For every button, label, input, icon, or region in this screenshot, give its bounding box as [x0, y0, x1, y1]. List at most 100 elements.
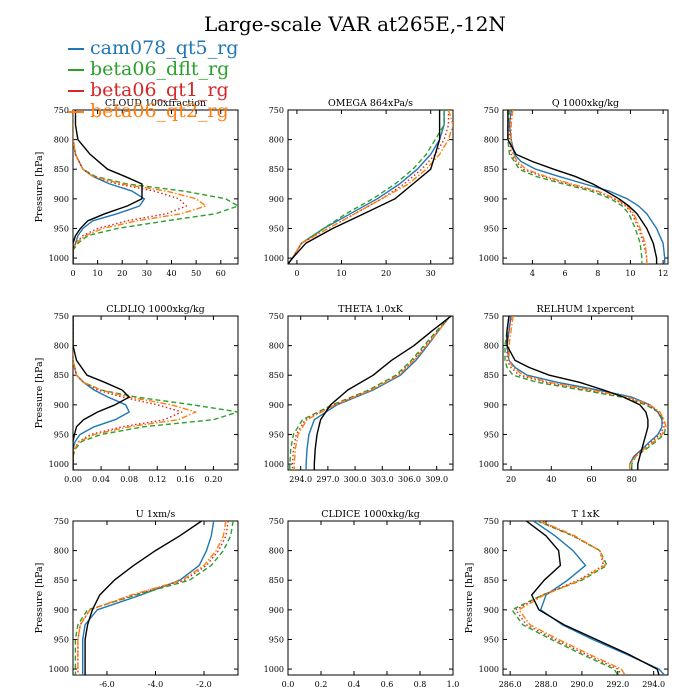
y-tick-label: 850 [484, 371, 499, 380]
x-tick-label: 0.4 [348, 680, 361, 689]
x-tick-label: 290.0 [570, 680, 593, 689]
y-axis-label: Pressure [hPa] [34, 563, 45, 634]
plot-frame [287, 109, 454, 265]
legend-swatch-icon [68, 68, 84, 71]
y-tick-label: 750 [54, 106, 69, 115]
x-tick-label: 0.0 [282, 680, 295, 689]
panel-title: CLDICE 1000xkg/kg [321, 509, 420, 520]
series-line [73, 316, 238, 470]
plot-frame [287, 315, 454, 471]
panel-title: Q 1000xkg/kg [552, 98, 619, 109]
plot-frame [502, 520, 669, 676]
x-tick-label: 20 [381, 269, 391, 278]
y-tick-label: 900 [54, 401, 69, 410]
legend-item-beta06-dflt: beta06_dflt_rg [68, 59, 238, 80]
y-tick-label: 1000 [479, 254, 499, 263]
panel-title: U 1xm/s [136, 509, 176, 520]
y-tick-label: 1000 [49, 665, 69, 674]
legend-item-beta06-qt2: beta06_qt2_rg [68, 101, 238, 122]
x-tick-label: 309.0 [425, 475, 448, 484]
legend-label: beta06_dflt_rg [90, 58, 230, 80]
y-tick-label: 950 [269, 224, 284, 233]
y-tick-label: 750 [54, 312, 69, 321]
y-tick-label: 750 [269, 106, 284, 115]
y-axis-label: Pressure [hPa] [34, 358, 45, 429]
x-tick-label: 292.0 [606, 680, 629, 689]
chart-panel: U 1xm/s 750 800 850 900 950 1000 -6.0 -4.0 -2.0 Pr… [34, 509, 239, 689]
series-line [506, 316, 665, 470]
series-line [73, 316, 130, 470]
x-tick-label: 0 [294, 269, 299, 278]
x-tick-label: 20 [117, 269, 127, 278]
panel-title: OMEGA 864xPa/s [328, 98, 413, 109]
plot-frame [287, 520, 454, 676]
y-tick-label: 800 [484, 342, 499, 351]
series-line [508, 316, 667, 470]
series-line [293, 316, 451, 470]
x-tick-label: 30 [426, 269, 436, 278]
x-tick-label: 4 [530, 269, 535, 278]
x-tick-label: 8 [595, 269, 600, 278]
y-tick-label: 900 [484, 606, 499, 615]
y-axis-label: Pressure [hPa] [464, 563, 475, 634]
legend-swatch-icon [68, 110, 84, 113]
chart-panel: OMEGA 864xPa/s 750 800 850 900 950 1000 0 10 20 30 [264, 98, 454, 278]
series-line [288, 110, 441, 264]
y-tick-label: 950 [54, 430, 69, 439]
series-line [288, 110, 453, 264]
y-tick-label: 900 [269, 195, 284, 204]
y-tick-label: 750 [269, 312, 284, 321]
series-line [508, 110, 648, 264]
x-tick-label: 294.0 [289, 475, 312, 484]
x-tick-label: 306.0 [398, 475, 421, 484]
y-tick-label: 1000 [264, 460, 284, 469]
x-tick-label: 30 [142, 269, 152, 278]
series-line [288, 110, 450, 264]
figure-title: Large-scale VAR at265E,-12N [204, 12, 506, 36]
y-tick-label: 950 [484, 635, 499, 644]
legend: cam078_qt5_rg beta06_dflt_rg beta06_qt1_… [68, 38, 238, 122]
x-tick-label: 1.0 [447, 680, 460, 689]
x-tick-label: 286.0 [499, 680, 522, 689]
x-tick-label: 294.0 [642, 680, 665, 689]
x-tick-label: 10 [625, 269, 635, 278]
x-tick-label: 288.0 [535, 680, 558, 689]
series-line [73, 316, 130, 470]
y-tick-label: 950 [54, 224, 69, 233]
series-line [525, 521, 660, 675]
series-line [73, 316, 197, 470]
y-tick-label: 900 [269, 606, 284, 615]
x-tick-label: 300.0 [344, 475, 367, 484]
legend-label: beta06_qt2_rg [90, 100, 229, 122]
panel-title: T 1xK [572, 509, 601, 520]
chart-panel: CLDLIQ 1000xkg/kg 750 800 850 900 950 1000 0.00… [34, 304, 239, 484]
chart-panel: Q 1000xkg/kg 750 800 850 900 950 1000 4 6 8 10 12 [479, 98, 669, 278]
series-line [84, 521, 202, 675]
y-tick-label: 850 [54, 576, 69, 585]
y-tick-label: 850 [269, 165, 284, 174]
y-tick-label: 850 [269, 576, 284, 585]
y-tick-label: 800 [54, 136, 69, 145]
y-tick-label: 750 [484, 312, 499, 321]
series-line [504, 316, 667, 470]
series-line [305, 316, 451, 470]
x-tick-label: 20 [506, 475, 516, 484]
x-tick-label: -4.0 [148, 680, 163, 689]
series-line [288, 110, 445, 264]
series-line [73, 110, 146, 264]
series-line [289, 316, 451, 470]
x-tick-label: 50 [191, 269, 201, 278]
y-tick-label: 950 [54, 635, 69, 644]
x-tick-label: 60 [216, 269, 226, 278]
x-tick-label: 80 [627, 475, 637, 484]
panel-title: CLOUD 100xfraction [105, 98, 206, 109]
x-tick-label: 60 [586, 475, 596, 484]
plot-frame [72, 315, 239, 471]
x-tick-label: 297.0 [316, 475, 339, 484]
y-tick-label: 850 [484, 576, 499, 585]
y-tick-label: 1000 [49, 460, 69, 469]
series-line [506, 316, 663, 470]
x-tick-label: 0.20 [205, 475, 223, 484]
